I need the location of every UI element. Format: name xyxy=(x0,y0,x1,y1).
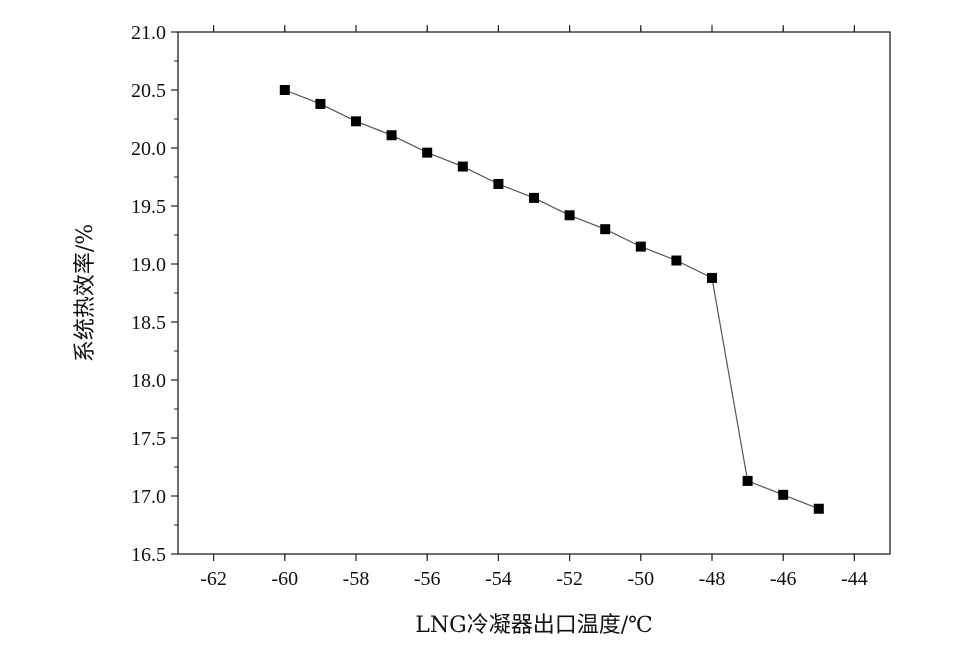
x-tick-label: -50 xyxy=(627,568,654,590)
x-tick-label: -46 xyxy=(770,568,797,590)
data-point xyxy=(315,98,326,109)
x-tick-label: -62 xyxy=(200,568,227,590)
data-point xyxy=(635,241,646,252)
y-tick-label: 20.0 xyxy=(131,138,166,160)
data-point xyxy=(279,85,290,95)
x-tick-label: -58 xyxy=(343,568,370,590)
y-tick-label: 19.5 xyxy=(131,196,166,218)
y-tick-label: 18.0 xyxy=(131,370,166,392)
data-point xyxy=(600,224,611,235)
y-axis-title: 系统热效率/% xyxy=(73,224,98,362)
data-point xyxy=(386,130,397,141)
data-point xyxy=(493,178,504,189)
x-tick-label: -60 xyxy=(271,568,298,590)
data-point xyxy=(813,503,824,514)
series-markers xyxy=(279,85,824,514)
data-point xyxy=(351,116,361,127)
x-tick-label: -44 xyxy=(841,568,868,590)
x-axis-title: LNG冷凝器出口温度/℃ xyxy=(415,613,652,638)
data-point xyxy=(422,147,433,158)
data-point xyxy=(564,210,575,221)
x-tick-label: -54 xyxy=(485,568,512,590)
y-tick-label: 18.5 xyxy=(131,312,166,334)
data-point xyxy=(778,489,789,500)
x-tick-label: -56 xyxy=(414,568,441,590)
y-tick-label: 16.5 xyxy=(131,544,166,566)
x-tick-label: -48 xyxy=(699,568,726,590)
plot-area-frame xyxy=(177,31,891,555)
y-tick-labels: 16.5 17.0 17.5 18.0 18.5 19.0 19.5 20.0 20.5 21.0 xyxy=(131,22,166,566)
y-tick-label: 19.0 xyxy=(131,254,166,276)
x-tick-labels: -62 -60 -58 -56 -54 -52 -50 -48 -46 -44 xyxy=(200,568,867,590)
y-tick-label: 17.0 xyxy=(131,486,166,508)
y-tick-label: 17.5 xyxy=(131,428,166,450)
data-point xyxy=(457,161,468,172)
series-line xyxy=(284,89,820,510)
data-point xyxy=(671,255,682,266)
data-point xyxy=(707,272,717,283)
data-point xyxy=(742,475,753,486)
axis-ticks xyxy=(171,25,856,561)
y-tick-label: 21.0 xyxy=(131,22,166,44)
y-tick-label: 20.5 xyxy=(131,80,166,102)
x-tick-label: -52 xyxy=(556,568,583,590)
data-point xyxy=(529,192,539,203)
